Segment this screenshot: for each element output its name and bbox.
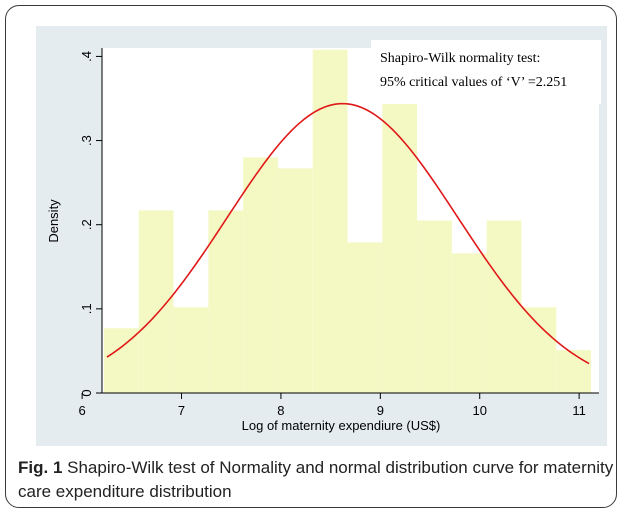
histogram-bar-9	[382, 96, 418, 394]
histogram-bar-5	[243, 157, 278, 393]
y-tick-label: .1	[79, 303, 94, 314]
histogram-bar-10	[417, 220, 452, 393]
histogram-bar-12	[486, 220, 522, 393]
y-tick-label: .2	[79, 219, 94, 230]
histogram-bar-3	[173, 307, 209, 393]
figure-caption: Fig. 1 Shapiro-Wilk test of Normality an…	[18, 456, 618, 504]
x-tick-label: 10	[472, 403, 486, 418]
figure-panel: 6 7 8 9 10 11 0 .1 .2 .3 .4 Log of maternity expe…	[36, 26, 607, 446]
annotation-line-2: 95% critical values of ‘V’ =2.251	[380, 75, 567, 90]
x-tick-label: 9	[377, 403, 384, 418]
caption-label: Fig. 1	[18, 458, 63, 477]
histogram-bar-1	[103, 328, 139, 393]
x-tick-label: 6	[79, 403, 86, 418]
x-tick-label: 11	[572, 403, 586, 418]
histogram-bar-7	[312, 49, 348, 394]
histogram-chart: 6 7 8 9 10 11 0 .1 .2 .3 .4 Log of maternity expe…	[46, 40, 601, 433]
x-tick-label: 8	[277, 403, 284, 418]
normal-curve	[106, 102, 590, 365]
x-axis-ticks: 6 7 8 9 10 11	[79, 393, 586, 418]
caption-text: Shapiro-Wilk test of Normality and norma…	[18, 458, 614, 501]
histogram-bar-13	[521, 307, 557, 393]
y-axis-ticks: 0 .1 .2 .3 .4	[79, 51, 102, 397]
histogram-bar-11	[451, 253, 487, 393]
x-tick-label: 7	[178, 403, 185, 418]
figure-card: 6 7 8 9 10 11 0 .1 .2 .3 .4 Log of maternity expe…	[5, 5, 617, 508]
y-tick-label: .3	[79, 135, 94, 146]
y-tick-label: 0	[79, 389, 94, 396]
histogram-bar-8	[347, 242, 383, 393]
histogram-bars	[103, 49, 592, 394]
y-tick-label: .4	[79, 51, 94, 62]
annotation-box	[371, 40, 601, 104]
annotation-line-1: Shapiro-Wilk normality test:	[380, 51, 540, 66]
x-axis-label: Log of maternity expendiure (US$)	[242, 418, 441, 433]
y-axis-label: Density	[46, 199, 61, 243]
histogram-bar-14	[556, 350, 592, 393]
histogram-bar-6	[277, 168, 313, 393]
histogram-bar-4	[208, 210, 244, 393]
